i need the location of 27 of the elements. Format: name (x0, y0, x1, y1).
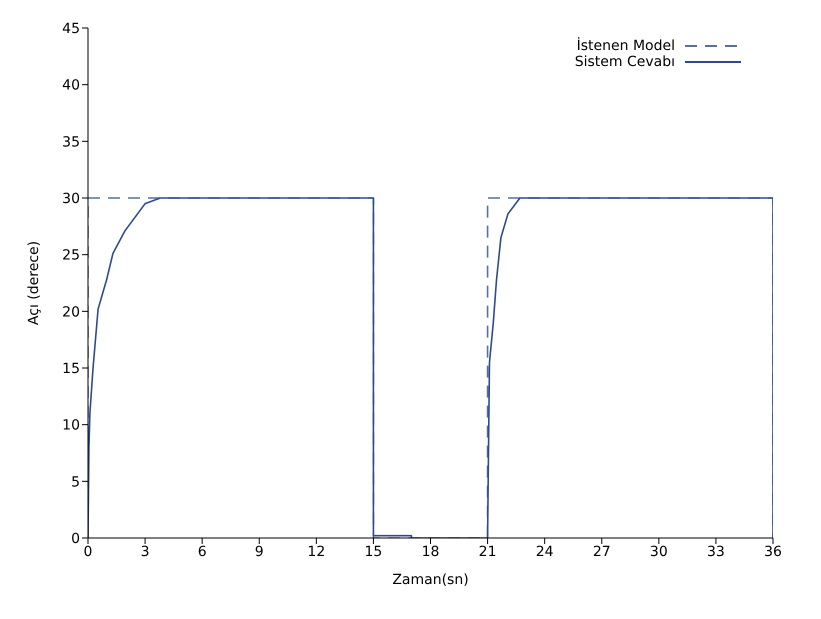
x-tick-label: 30 (650, 544, 668, 560)
x-tick-label: 0 (84, 544, 92, 560)
y-tick-label: 15 (62, 360, 80, 377)
y-tick-label: 30 (62, 190, 80, 207)
y-tick-label: 25 (62, 248, 80, 264)
y-tick-label: 10 (62, 418, 80, 434)
x-tick-label: 9 (254, 544, 264, 560)
x-tick-label: 27 (592, 544, 611, 560)
x-axis-title: Zaman(sn) (392, 572, 469, 588)
y-axis-title: Açı (derece) (26, 240, 42, 326)
legend-label: Sistem Cevabı (574, 54, 675, 70)
x-tick-label: 12 (307, 544, 326, 560)
x-tick-label: 36 (764, 544, 782, 560)
y-tick-label: 40 (62, 78, 80, 94)
x-tick-label: 15 (364, 544, 382, 560)
x-tick-label: 18 (422, 544, 440, 560)
y-tick-label: 5 (71, 474, 80, 490)
x-tick-label: 3 (140, 544, 150, 560)
legend-label: İstenen Model (576, 38, 675, 54)
x-tick-label: 33 (707, 544, 725, 560)
x-tick-label: 6 (198, 544, 207, 560)
y-tick-label: 20 (62, 304, 80, 320)
y-tick-label: 0 (71, 530, 80, 547)
y-tick-label: 35 (62, 134, 80, 150)
x-tick-label: 21 (478, 544, 496, 560)
y-tick-label: 45 (62, 20, 80, 37)
x-tick-label: 24 (536, 544, 554, 560)
